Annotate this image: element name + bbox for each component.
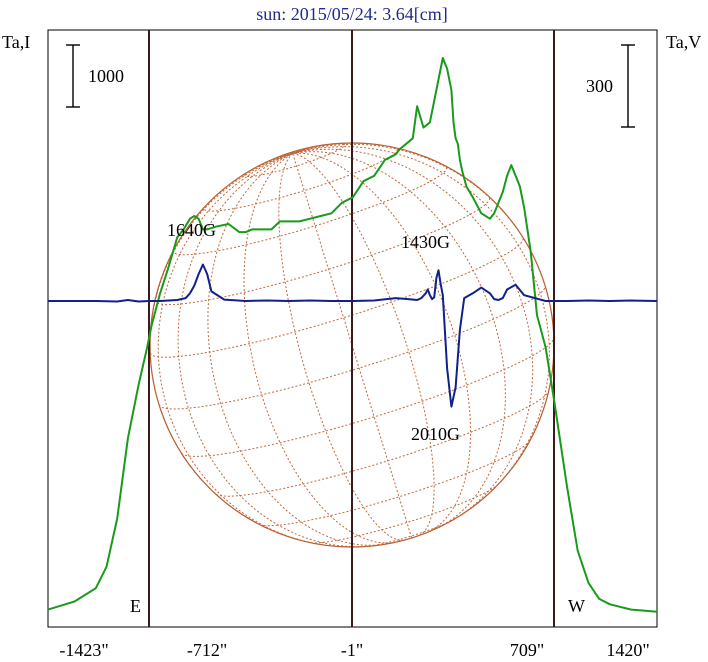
latitude-line <box>154 196 491 306</box>
right-scale-bar-label: 300 <box>586 76 613 96</box>
longitude-line <box>292 151 506 528</box>
x-tick-label: 709" <box>510 640 544 660</box>
longitude-line <box>177 152 367 548</box>
longitude-line <box>243 152 397 544</box>
right-axis-label: Ta,V <box>666 32 701 52</box>
x-tick-labels: -1423" -712" -1" 709" 1420" <box>59 640 649 660</box>
longitude-line <box>292 152 435 536</box>
longitude-line <box>292 150 298 154</box>
left-axis-label: Ta,I <box>2 32 30 52</box>
right-scale-bar <box>621 44 635 128</box>
chart-title: sun: 2015/05/24: 3.64[cm] <box>256 4 448 24</box>
left-scale-bar <box>66 44 80 108</box>
annotation-2010g: 2010G <box>411 424 460 444</box>
vertical-reference-lines <box>148 30 555 627</box>
latitude-line <box>158 285 546 410</box>
latitude-line <box>181 338 555 457</box>
x-tick-label: -712" <box>187 640 227 660</box>
series-group <box>47 57 658 613</box>
polarization-series-line <box>48 263 658 408</box>
longitude-line <box>292 153 413 538</box>
latitude-line <box>310 484 498 544</box>
x-tick-label: -1423" <box>59 640 108 660</box>
intensity-series-line <box>47 57 658 613</box>
latitude-line <box>173 165 448 256</box>
longitude-line <box>220 152 293 192</box>
longitude-line <box>292 142 373 154</box>
longitude-line <box>292 148 534 521</box>
x-tick-label: 1420" <box>606 640 649 660</box>
annotation-1640g: 1640G <box>167 220 216 240</box>
latitude-line <box>244 142 346 177</box>
longitude-line <box>207 152 383 546</box>
longitude-line <box>278 153 404 541</box>
left-scale-bar-label: 1000 <box>88 66 124 86</box>
east-limb-label: E <box>130 596 141 616</box>
west-limb-label: W <box>568 596 585 616</box>
longitude-line <box>292 143 546 286</box>
x-tick-label: -1" <box>341 640 363 660</box>
longitude-line <box>292 152 472 534</box>
annotation-1430g: 1430G <box>401 232 450 252</box>
